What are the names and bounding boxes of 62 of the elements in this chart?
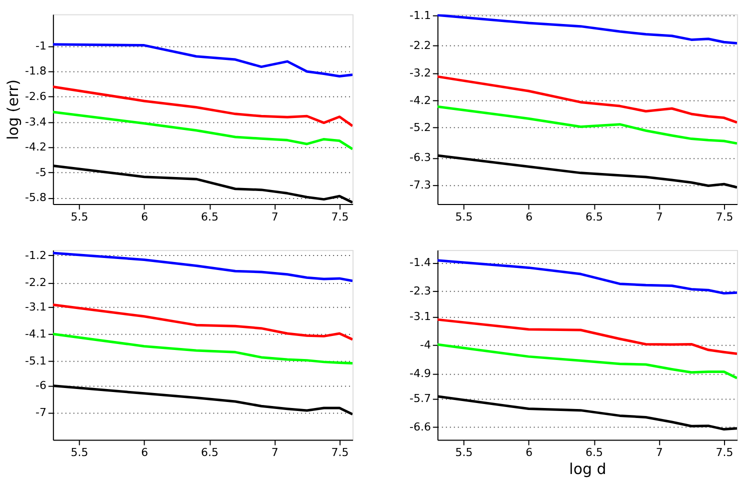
y-tick-label: -1.4	[410, 256, 431, 270]
x-tick-label: 7	[271, 446, 278, 460]
y-tick-label: -4.9	[410, 366, 431, 380]
x-tick-label: 7.5	[716, 210, 734, 224]
y-tick-label: -3.2	[410, 66, 431, 80]
y-tick-label: -2.2	[25, 276, 46, 290]
x-tick-label: 7	[271, 210, 278, 224]
y-tick-label: -4.2	[410, 94, 431, 107]
y-tick-label: -4	[420, 338, 431, 352]
x-tick-label: 6.5	[201, 210, 218, 224]
x-tick-label: 7	[656, 210, 663, 224]
line-series	[437, 105, 738, 145]
x-tick-label: 6	[141, 210, 148, 224]
x-tick-label: 6.5	[586, 210, 603, 224]
y-tick-label: -6.6	[410, 420, 431, 434]
line-series	[437, 259, 738, 295]
x-tick-label: 6	[526, 210, 533, 224]
line-series	[52, 110, 353, 150]
y-tick-label: -5	[36, 166, 46, 179]
y-tick-label: -7	[36, 406, 46, 420]
x-tick-label: 6.5	[586, 446, 603, 460]
x-axis-title: log d	[569, 460, 606, 478]
y-tick-label: -3.4	[25, 115, 46, 128]
x-tick-label: 7.5	[716, 446, 734, 460]
x-tick-label: 7	[656, 446, 663, 460]
y-tick-label: -2.2	[410, 39, 431, 52]
y-axis-title: log (err)	[4, 79, 22, 140]
line-series	[437, 14, 738, 44]
line-series	[52, 252, 353, 282]
y-tick-label: -5.7	[410, 392, 431, 406]
x-tick-label: 5.5	[70, 446, 88, 460]
x-tick-label: 5.5	[455, 210, 473, 224]
line-series	[437, 343, 738, 380]
line-series	[437, 318, 738, 355]
x-tick-label: 6	[526, 446, 533, 460]
y-tick-label: -7.3	[410, 178, 431, 192]
x-tick-label: 7.5	[331, 446, 349, 460]
y-tick-label: -5.2	[410, 121, 431, 134]
y-tick-label: -1	[36, 39, 46, 52]
x-tick-label: 5.5	[455, 446, 473, 460]
y-tick-label: -5.8	[25, 191, 46, 204]
y-tick-label: -1.8	[25, 64, 46, 78]
y-tick-label: -4.2	[25, 140, 46, 154]
y-tick-label: -4.1	[25, 328, 46, 341]
y-tick-label: -3.1	[25, 300, 46, 314]
y-tick-label: -3.1	[410, 310, 431, 323]
x-tick-label: 6	[141, 446, 148, 460]
x-tick-label: 5.5	[70, 210, 88, 224]
y-tick-label: -1.1	[410, 9, 431, 22]
line-series	[52, 85, 353, 128]
line-series	[437, 75, 738, 124]
line-series	[52, 43, 353, 78]
x-tick-label: 6.5	[201, 446, 218, 460]
y-tick-label: -5.1	[25, 354, 46, 368]
line-series	[52, 303, 353, 341]
y-tick-label: -2.3	[410, 284, 431, 298]
line-series	[52, 332, 353, 365]
y-tick-label: -1.2	[25, 248, 46, 262]
y-tick-label: -6.3	[410, 151, 431, 164]
y-tick-label: -2.6	[25, 90, 46, 104]
y-tick-label: -6	[36, 379, 46, 392]
x-tick-label: 7.5	[331, 210, 349, 224]
